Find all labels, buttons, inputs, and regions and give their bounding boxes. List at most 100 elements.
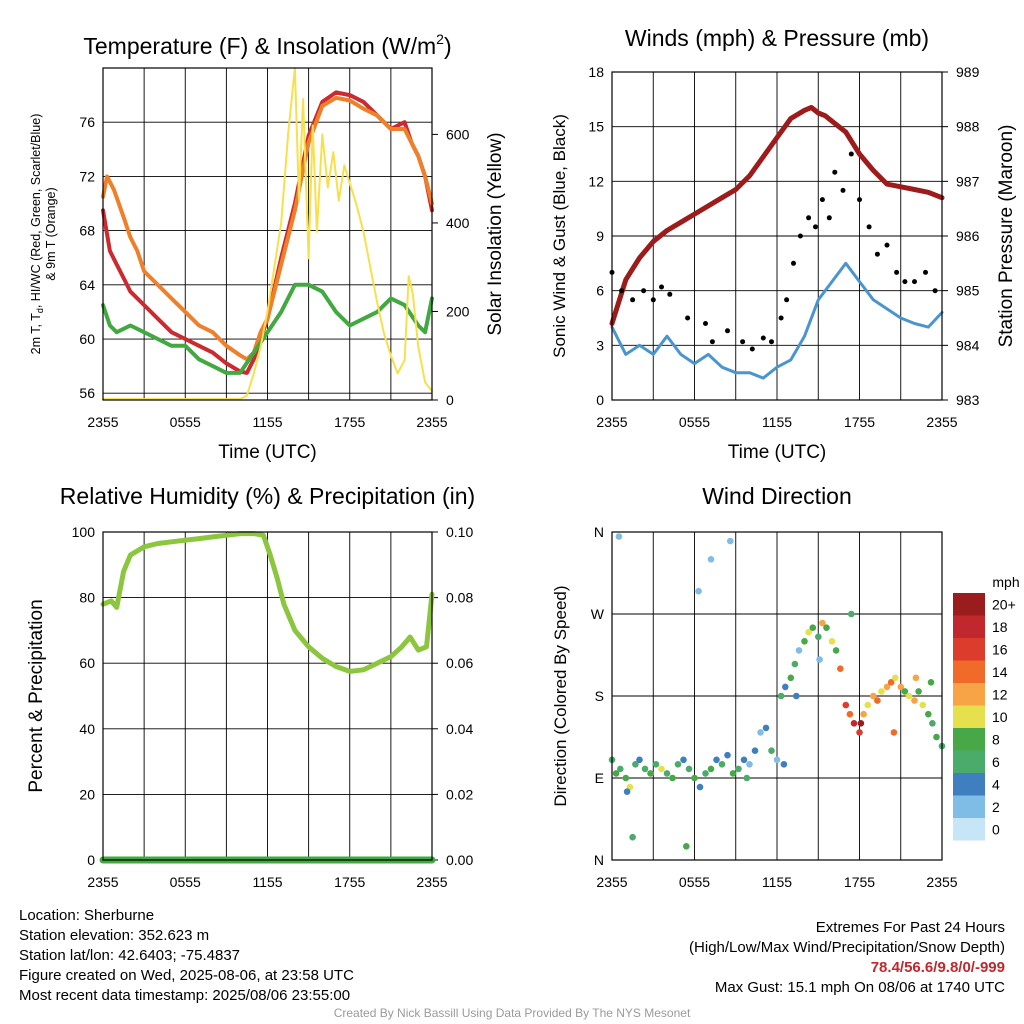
rh-y-tick-label: 60 bbox=[79, 655, 95, 671]
wdir-point bbox=[905, 692, 913, 700]
legend-swatch bbox=[953, 795, 985, 818]
winds-gust-point bbox=[685, 315, 691, 321]
winds-gust-point bbox=[826, 215, 832, 221]
legend-label: 14 bbox=[992, 664, 1008, 680]
latlon-text: Station lat/lon: 42.6403; -75.4837 bbox=[19, 947, 241, 964]
wdir-y-tick-label: S bbox=[595, 688, 604, 704]
wdir-point bbox=[768, 747, 775, 754]
winds-y-tick-label: 9 bbox=[596, 228, 604, 244]
temp-y2-tick-label: 0 bbox=[446, 392, 454, 408]
wdir-point bbox=[857, 720, 865, 727]
location-text: Location: Sherburne bbox=[19, 907, 155, 924]
rh-y2-tick-label: 0.10 bbox=[446, 524, 473, 540]
winds-gust-point bbox=[894, 269, 900, 275]
legend-label: 12 bbox=[992, 686, 1008, 702]
wdir-point bbox=[860, 710, 867, 718]
wdir-point bbox=[691, 774, 698, 782]
wdir-point bbox=[819, 619, 826, 627]
elevation-text: Station elevation: 352.623 m bbox=[19, 927, 210, 944]
temp-y2-tick-label: 600 bbox=[446, 126, 470, 142]
rh-x-tick-label: 1155 bbox=[252, 874, 282, 890]
winds-series-station-pressure bbox=[609, 105, 945, 326]
rh-chart-title: Relative Humidity (%) & Precipitation (i… bbox=[60, 483, 475, 509]
rh-y-tick-label: 0 bbox=[87, 852, 95, 868]
extremes-title: Extremes For Past 24 Hours bbox=[815, 919, 1005, 936]
winds-y-tick-label: 3 bbox=[596, 337, 604, 353]
legend-swatch bbox=[953, 728, 985, 751]
winds-gust-point bbox=[866, 224, 872, 230]
legend-swatch bbox=[953, 638, 985, 661]
winds-y-axis-label: Sonic Wind & Gust (Blue, Black) bbox=[550, 114, 569, 358]
wdir-point bbox=[680, 756, 687, 764]
wdir-point bbox=[846, 710, 854, 718]
wdir-point bbox=[647, 770, 654, 777]
extremes-legend: (High/Low/Max Wind/Precipitation/Snow De… bbox=[689, 939, 1005, 956]
winds-y2-tick-label: 989 bbox=[956, 64, 980, 80]
winds-plot-frame bbox=[611, 71, 943, 401]
wdir-point bbox=[815, 633, 822, 641]
winds-gust-point bbox=[650, 297, 656, 303]
winds-gust-point bbox=[884, 242, 890, 248]
wdir-point bbox=[702, 770, 709, 777]
rh-y2-tick-label: 0.06 bbox=[446, 655, 473, 671]
wdir-point bbox=[695, 587, 702, 595]
winds-x-tick-label: 1155 bbox=[762, 414, 792, 430]
wdir-point bbox=[685, 765, 693, 773]
winds-y2-tick-label: 985 bbox=[956, 283, 980, 299]
rh-x-tick-label: 0555 bbox=[170, 874, 201, 890]
winds-y2-tick-label: 988 bbox=[956, 119, 980, 135]
wdir-point bbox=[658, 765, 665, 773]
wdir-point bbox=[890, 729, 898, 736]
recent-data-text: Most recent data timestamp: 2025/08/06 2… bbox=[19, 987, 351, 1004]
rh-x-tick-label: 2355 bbox=[87, 874, 118, 890]
winds-x-tick-label: 2355 bbox=[596, 414, 627, 430]
legend-title: mph bbox=[992, 574, 1019, 590]
winds-y-tick-label: 18 bbox=[588, 64, 604, 80]
winds-gust-point bbox=[912, 279, 917, 285]
legend-swatch bbox=[953, 818, 985, 841]
created-text: Figure created on Wed, 2025-08-06, at 23… bbox=[19, 967, 354, 984]
wdir-point bbox=[912, 674, 920, 682]
legend-label: 4 bbox=[992, 776, 1000, 792]
legend-label: 0 bbox=[992, 821, 1000, 837]
temp-chart-title: Temperature (F) & Insolation (W/m2) bbox=[83, 31, 451, 59]
wdir-y-tick-label: W bbox=[591, 606, 605, 622]
wdir-point bbox=[780, 761, 788, 768]
wdir-point bbox=[887, 679, 895, 686]
rh-y-tick-label: 80 bbox=[79, 590, 95, 606]
wdir-y-tick-label: N bbox=[594, 852, 604, 868]
wdir-point bbox=[919, 701, 927, 709]
wdir-point bbox=[615, 533, 623, 540]
winds-gust-point bbox=[740, 339, 746, 345]
extremes-info: Extremes For Past 24 Hours (High/Low/Max… bbox=[689, 918, 1005, 998]
winds-x-tick-label: 0555 bbox=[679, 414, 710, 430]
wdir-point bbox=[724, 751, 731, 759]
legend-label: 20+ bbox=[992, 596, 1016, 612]
wdir-point bbox=[652, 761, 660, 768]
wdir-point bbox=[746, 761, 753, 768]
winds-y2-tick-label: 983 bbox=[956, 392, 980, 408]
wdir-point bbox=[757, 729, 764, 736]
legend-swatch bbox=[953, 705, 985, 728]
wdir-point bbox=[832, 647, 840, 654]
rh-y2-tick-label: 0.02 bbox=[446, 786, 473, 802]
wdir-point bbox=[617, 765, 624, 773]
rh-y-tick-label: 100 bbox=[72, 524, 96, 540]
extremes-values: 78.4/56.6/9.8/0/-999 bbox=[870, 959, 1005, 976]
wdir-point bbox=[762, 724, 770, 732]
wdir-point bbox=[856, 729, 863, 736]
wdir-point bbox=[801, 638, 808, 645]
temp-x-tick-label: 2355 bbox=[416, 414, 447, 430]
winds-gust-point bbox=[902, 279, 908, 285]
temp-series-9m-t bbox=[101, 95, 434, 362]
wdir-point bbox=[850, 720, 858, 727]
wdir-point bbox=[901, 688, 909, 695]
temp-y-axis-label: 2m T, Td, HI/WC (Red, Green, Scarlet/Blu… bbox=[29, 114, 45, 355]
wdir-x-tick-label: 2355 bbox=[596, 874, 627, 890]
wdir-x-tick-label: 0555 bbox=[679, 874, 710, 890]
wdir-point bbox=[782, 683, 789, 691]
winds-gust-point bbox=[760, 335, 766, 341]
winds-y2-axis-label: Station Pressure (Maroon) bbox=[996, 125, 1017, 348]
wdir-point bbox=[870, 692, 877, 700]
wdir-point bbox=[927, 679, 935, 686]
